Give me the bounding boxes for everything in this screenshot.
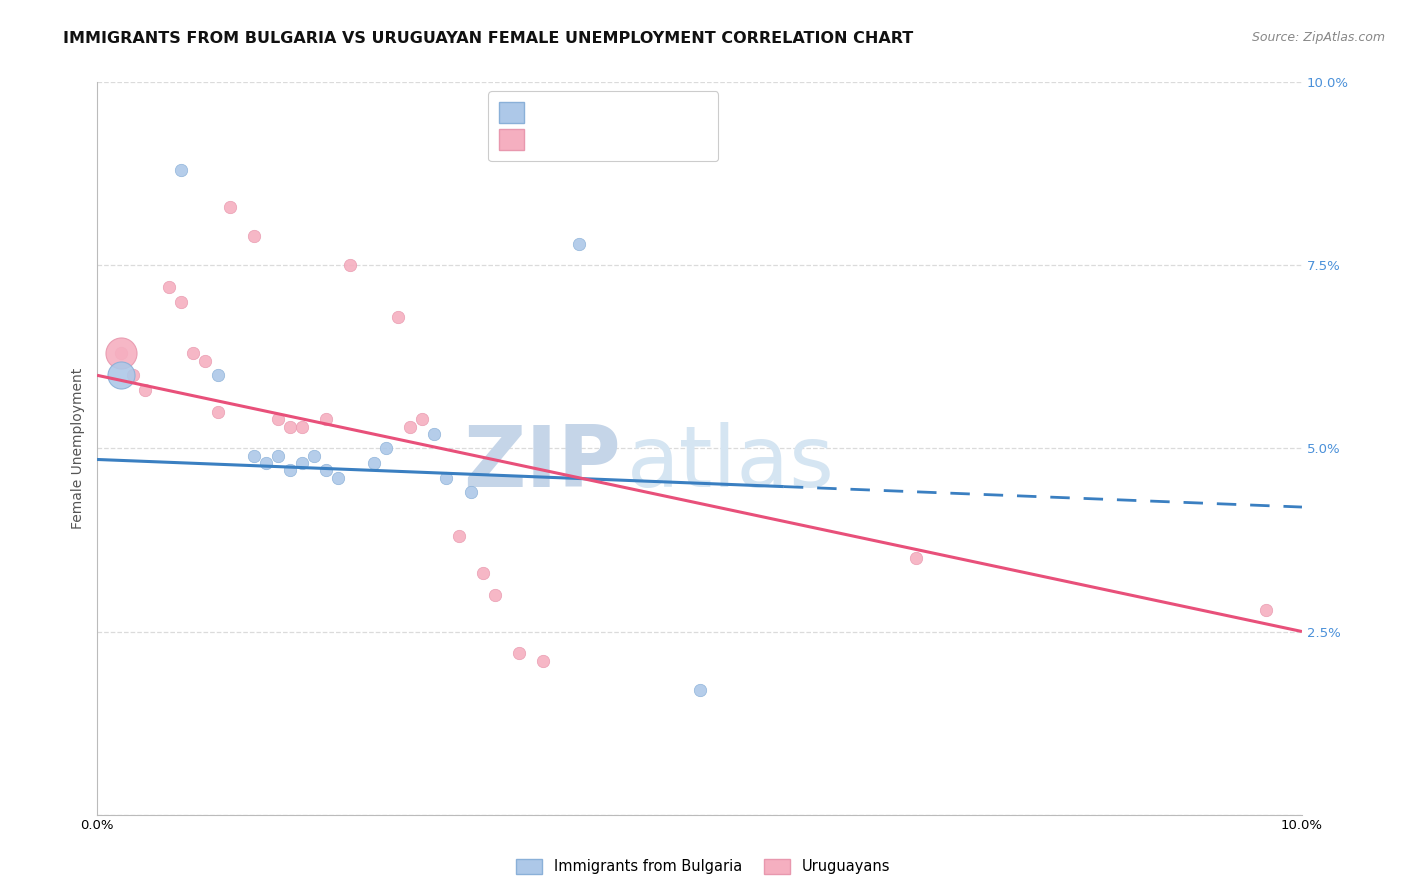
Point <box>267 412 290 426</box>
Legend: Immigrants from Bulgaria, Uruguayans: Immigrants from Bulgaria, Uruguayans <box>510 853 896 880</box>
Point <box>242 449 264 463</box>
Point <box>689 683 711 698</box>
Point <box>254 456 277 470</box>
Text: N =: N = <box>609 125 659 143</box>
Point <box>110 346 132 360</box>
Point <box>326 471 349 485</box>
Point <box>110 368 132 383</box>
Point <box>267 449 290 463</box>
Point <box>170 163 193 178</box>
Point <box>194 353 217 368</box>
Text: 17: 17 <box>661 102 683 120</box>
Point <box>460 485 482 500</box>
Text: 25: 25 <box>661 125 683 143</box>
Point <box>278 463 301 477</box>
Point <box>399 419 422 434</box>
Text: R =: R = <box>495 125 533 143</box>
Point <box>157 280 180 294</box>
Point <box>134 383 156 397</box>
Point <box>423 426 446 441</box>
Text: R =: R = <box>495 102 533 120</box>
Point <box>447 529 470 543</box>
Point <box>436 471 458 485</box>
Point <box>278 419 301 434</box>
Point <box>242 229 264 244</box>
Point <box>291 419 314 434</box>
Point <box>170 295 193 310</box>
Point <box>339 259 361 273</box>
Point <box>291 456 314 470</box>
Point <box>531 654 554 668</box>
Point <box>363 456 385 470</box>
Point <box>207 405 229 419</box>
Point <box>122 368 145 383</box>
Text: N =: N = <box>609 102 659 120</box>
Point <box>905 551 928 566</box>
Point <box>568 236 591 251</box>
Point <box>315 463 337 477</box>
Point <box>110 346 132 360</box>
Point <box>302 449 325 463</box>
Text: ZIP: ZIP <box>464 422 621 505</box>
Point <box>484 588 506 602</box>
Text: -0.365: -0.365 <box>540 125 596 143</box>
Y-axis label: Female Unemployment: Female Unemployment <box>72 368 86 529</box>
Point <box>411 412 433 426</box>
Point <box>183 346 205 360</box>
Text: IMMIGRANTS FROM BULGARIA VS URUGUAYAN FEMALE UNEMPLOYMENT CORRELATION CHART: IMMIGRANTS FROM BULGARIA VS URUGUAYAN FE… <box>63 31 914 46</box>
Point <box>218 200 240 214</box>
Point <box>375 442 398 456</box>
Text: Source: ZipAtlas.com: Source: ZipAtlas.com <box>1251 31 1385 45</box>
Point <box>508 647 530 661</box>
Text: atlas: atlas <box>627 422 835 505</box>
Point <box>1254 602 1277 616</box>
Legend:                               ,                               : , <box>488 92 718 161</box>
Text: -0.077: -0.077 <box>540 102 596 120</box>
Point <box>315 412 337 426</box>
Point <box>387 310 409 324</box>
Point <box>471 566 494 580</box>
Point <box>207 368 229 383</box>
